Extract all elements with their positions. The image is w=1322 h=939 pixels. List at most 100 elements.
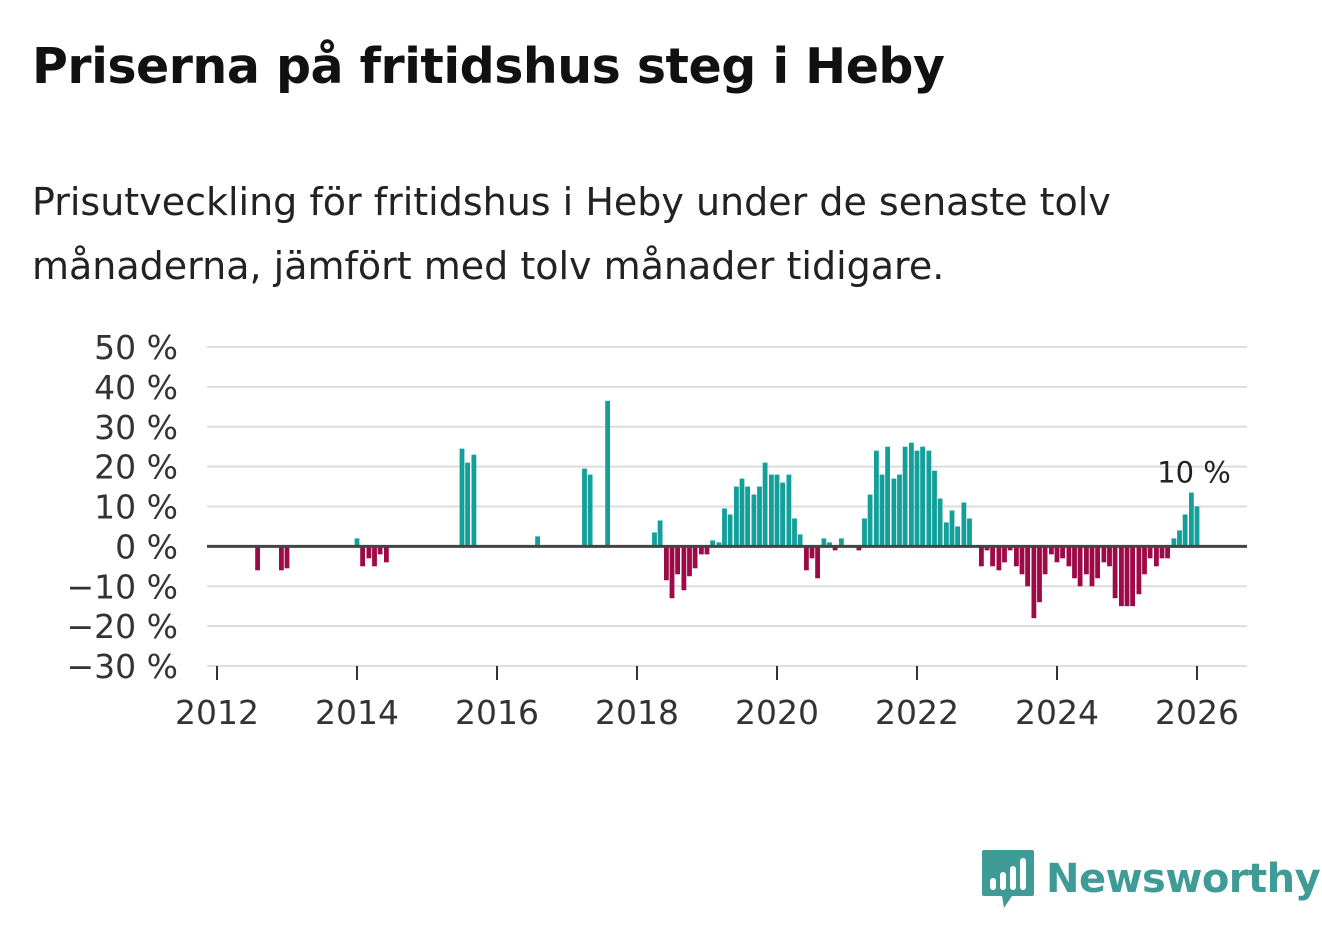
bar: [1025, 546, 1030, 587]
bar: [699, 546, 704, 555]
bar: [605, 400, 610, 547]
x-tick-label: 2020: [735, 693, 819, 732]
bar: [459, 448, 465, 547]
bar: [692, 546, 698, 569]
bar: [1101, 546, 1107, 563]
bar: [372, 546, 377, 567]
bar: [804, 546, 809, 571]
x-tick-label: 2012: [175, 693, 259, 732]
bar: [669, 546, 675, 599]
x-tick-label: 2016: [455, 693, 539, 732]
bar: [1147, 546, 1153, 559]
bar: [979, 546, 984, 567]
bar: [832, 546, 838, 551]
bar: [897, 474, 902, 547]
bar: [1130, 546, 1135, 607]
bar: [471, 454, 477, 547]
bar: [920, 446, 925, 547]
bar: [932, 470, 937, 547]
bar: [937, 498, 943, 547]
bar: [909, 442, 914, 547]
bar: [1042, 546, 1048, 575]
bar: [582, 468, 587, 547]
bar: [1002, 546, 1007, 563]
bar: [949, 510, 955, 547]
bar: [1119, 546, 1124, 607]
y-tick-label: 50 %: [94, 328, 178, 367]
bar: [839, 538, 844, 547]
bar: [815, 546, 820, 579]
bar: [1031, 546, 1037, 619]
bar: [1112, 546, 1118, 599]
bar: [990, 546, 995, 567]
bar: [652, 532, 657, 547]
bar: [734, 486, 739, 547]
bar: [1060, 546, 1065, 559]
bar: [366, 546, 372, 559]
bar: [279, 546, 284, 571]
bar: [377, 546, 383, 555]
bar: [1084, 546, 1089, 575]
bar: [1077, 546, 1083, 587]
bar: [879, 474, 885, 547]
bar: [751, 494, 757, 547]
y-tick-label: 40 %: [94, 368, 178, 407]
bar: [944, 522, 949, 547]
y-tick-label: 30 %: [94, 408, 178, 447]
y-tick-label: 0 %: [115, 527, 178, 566]
bar: [1194, 506, 1200, 547]
bar: [1037, 546, 1042, 603]
bar: [757, 486, 762, 547]
bar: [1007, 546, 1013, 551]
bar: [284, 546, 290, 569]
bar: [885, 446, 890, 547]
bar: [1142, 546, 1147, 575]
tick-labels: 50 %40 %30 %20 %10 %0 %−10 %−20 %−30 %20…: [67, 328, 1239, 732]
bar: [786, 474, 792, 547]
bar: [1171, 538, 1177, 547]
logo-text: Newsworthy: [1046, 856, 1321, 902]
bar: [914, 450, 920, 547]
bar: [780, 482, 785, 547]
bar: [465, 462, 470, 547]
bar: [1014, 546, 1019, 567]
bar: [1165, 546, 1170, 559]
bar: [1177, 530, 1182, 547]
bar: [902, 446, 908, 547]
bar: [762, 462, 768, 547]
bar: [716, 542, 722, 547]
bar: [704, 546, 710, 555]
bar: [1072, 546, 1077, 579]
bar: [1189, 492, 1194, 547]
bar: [681, 546, 687, 591]
bar: [891, 478, 897, 547]
x-tick-label: 2026: [1155, 693, 1239, 732]
bar: [809, 546, 815, 559]
bar: [1089, 546, 1095, 587]
bar: [710, 540, 715, 547]
bar: [657, 520, 663, 547]
bar: [722, 508, 727, 547]
bar: [1182, 514, 1188, 547]
x-tick-label: 2024: [1015, 693, 1099, 732]
y-tick-label: −30 %: [67, 647, 179, 686]
bar: [739, 478, 745, 547]
bar: [1154, 546, 1159, 567]
bar: [384, 546, 389, 563]
bar: [675, 546, 680, 575]
bar: [867, 494, 873, 547]
bar: [1159, 546, 1165, 559]
bar: [535, 536, 540, 547]
bar: [1107, 546, 1112, 567]
bar: [874, 450, 879, 547]
x-tick-label: 2022: [875, 693, 959, 732]
axes: [207, 544, 1247, 680]
bar: [1095, 546, 1100, 579]
newsworthy-logo: Newsworthy: [980, 848, 1321, 910]
bar: [354, 538, 360, 547]
bar: [996, 546, 1002, 571]
bar: [856, 546, 862, 551]
bar: [687, 546, 692, 577]
bar: [862, 518, 867, 547]
bar: [1124, 546, 1130, 607]
